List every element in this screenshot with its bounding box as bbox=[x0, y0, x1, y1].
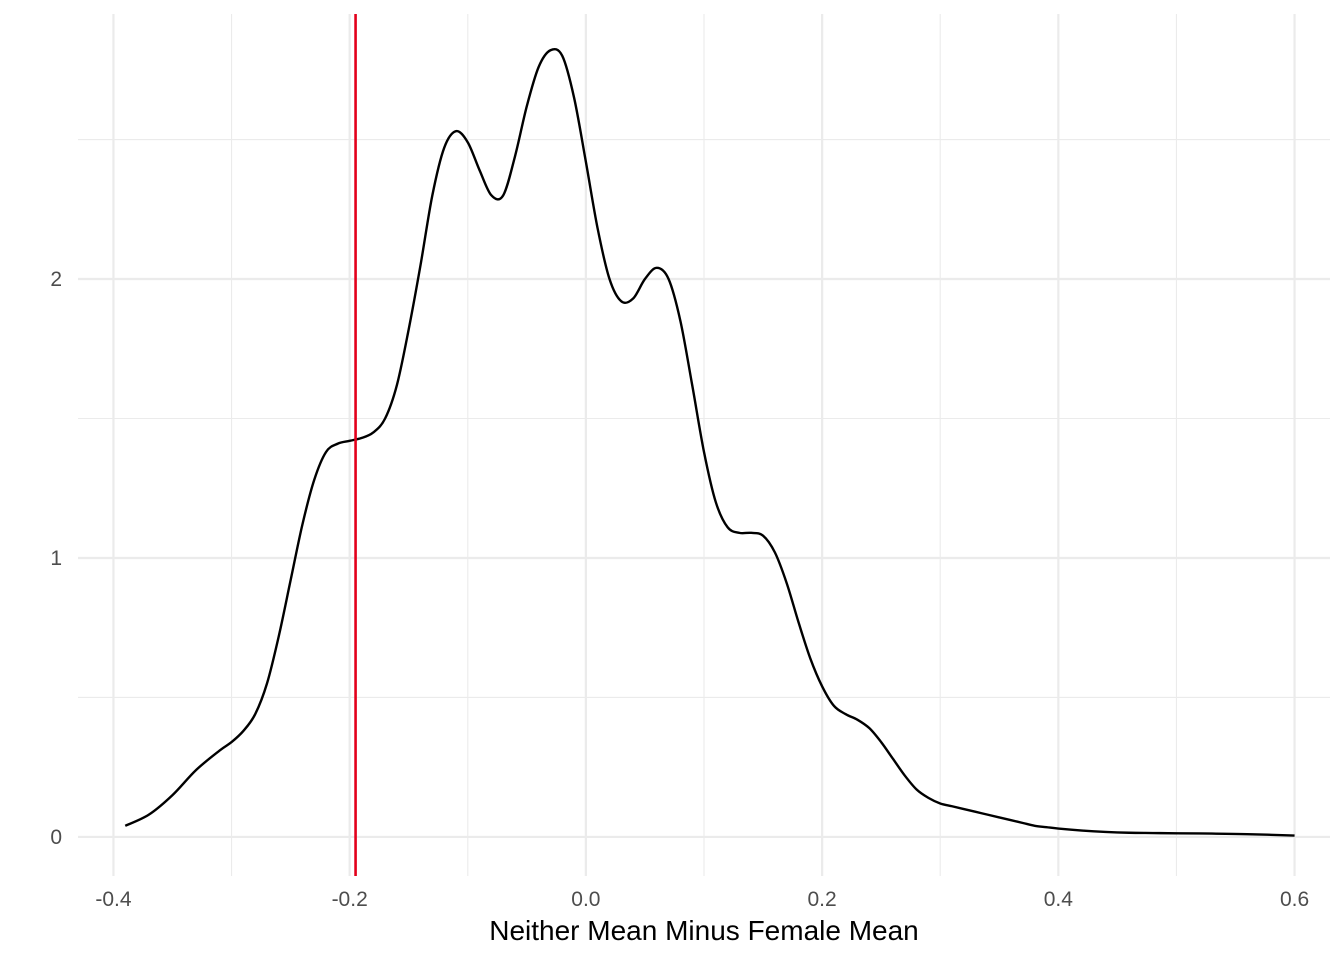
y-tick-label: 0 bbox=[50, 826, 62, 849]
x-axis-title: Neither Mean Minus Female Mean bbox=[489, 915, 919, 946]
y-tick-label: 2 bbox=[50, 268, 62, 291]
y-axis-tick-labels: 0 1 2 bbox=[50, 268, 62, 849]
y-tick-label: 1 bbox=[50, 547, 62, 570]
x-tick-label: 0.4 bbox=[1044, 888, 1074, 911]
x-axis-tick-labels: -0.4 -0.2 0.0 0.2 0.4 0.6 bbox=[95, 888, 1309, 911]
x-tick-label: 0.0 bbox=[571, 888, 600, 911]
x-tick-label: 0.6 bbox=[1280, 888, 1309, 911]
plot-marks bbox=[124, 14, 1295, 876]
x-tick-label: -0.2 bbox=[332, 888, 368, 911]
minor-gridlines bbox=[78, 14, 1330, 876]
x-tick-label: -0.4 bbox=[95, 888, 132, 911]
density-curve bbox=[124, 47, 1295, 837]
x-tick-label: 0.2 bbox=[808, 888, 837, 911]
